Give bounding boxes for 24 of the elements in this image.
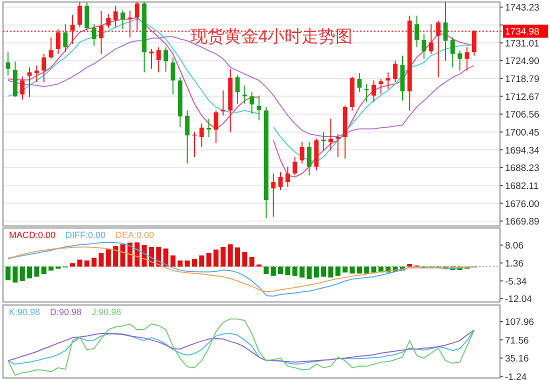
y-tick-label: 71.56 <box>505 335 529 346</box>
y-tick-label: -5.34 <box>505 276 527 288</box>
y-tick-label: 1.36 <box>505 258 524 270</box>
y-tick-label: 1712.67 <box>505 92 540 103</box>
y-tick-label: 1706.56 <box>505 110 540 121</box>
y-tick-label: 35.16 <box>505 354 529 365</box>
y-tick-label: 1676.00 <box>505 198 540 210</box>
legend: MACD:0.00 DIFF:0.00 DEA:0.00 <box>9 230 154 240</box>
legend: K:90.98 D:90.98 J:90.98 <box>9 307 122 317</box>
y-tick-label: 107.96 <box>505 317 534 328</box>
text: 现货黄金4小时走势图 <box>190 27 353 46</box>
y-tick-label: 1682.11 <box>505 180 539 192</box>
y-tick-label: 1669.89 <box>505 216 540 228</box>
y-tick-label: 1743.23 <box>505 2 540 14</box>
y-tick-label: 1694.34 <box>505 145 540 156</box>
y-tick-label: 8.06 <box>505 240 524 252</box>
y-tick-label: -1.24 <box>505 372 527 380</box>
ref-line-label: 1734.98 <box>505 26 540 38</box>
y-tick-label: -12.04 <box>505 294 532 306</box>
y-tick-label: 1718.79 <box>505 74 540 85</box>
y-tick-label: 1731.01 <box>505 38 540 50</box>
y-tick-label: 1700.45 <box>505 127 540 138</box>
y-tick-label: 1724.90 <box>505 56 540 68</box>
y-tick-label: 1688.23 <box>505 163 540 174</box>
